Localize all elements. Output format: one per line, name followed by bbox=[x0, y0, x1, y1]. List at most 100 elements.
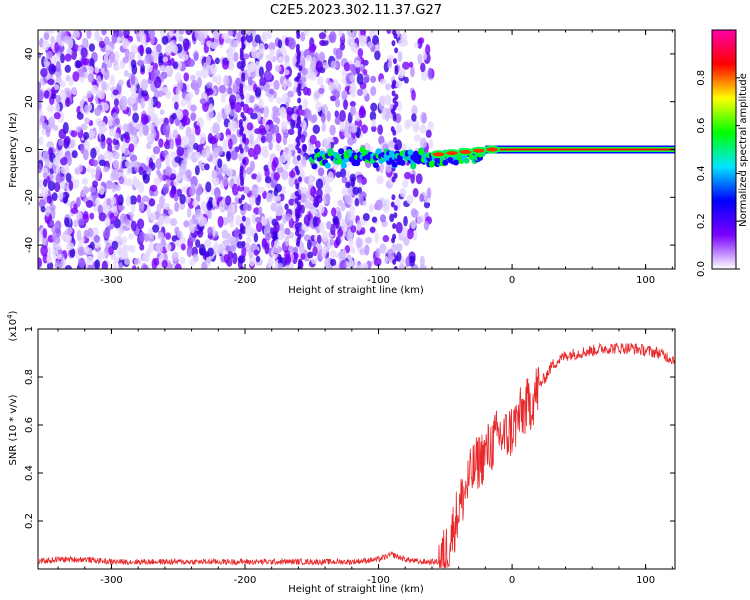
snr-multiplier-close: ) bbox=[8, 310, 19, 314]
spectrogram-cell bbox=[245, 236, 252, 244]
spectrogram-cell bbox=[226, 50, 234, 62]
spectrogram-cell bbox=[101, 260, 108, 269]
spectrogram-cell bbox=[258, 43, 265, 55]
spectrogram-cell bbox=[68, 77, 74, 87]
spectrogram-cell bbox=[112, 89, 119, 96]
spectrogram-signal-cell bbox=[407, 149, 414, 156]
spectrogram-cell bbox=[38, 90, 44, 102]
spectrogram-cell bbox=[360, 227, 366, 235]
spectrogram-cell bbox=[337, 228, 344, 238]
spectrogram-cell bbox=[171, 251, 179, 263]
spectrogram-cell bbox=[298, 244, 305, 254]
spectrogram-cell bbox=[421, 112, 427, 124]
spectrogram-cell bbox=[131, 203, 136, 213]
spectrogram-cell bbox=[360, 30, 366, 37]
spectrogram-cell bbox=[375, 248, 381, 259]
spectrogram-cell bbox=[330, 223, 336, 236]
spectrogram-cell bbox=[200, 67, 209, 79]
spectrogram-stripe-cell bbox=[298, 104, 303, 111]
spectrogram-cell bbox=[315, 178, 324, 190]
spectrogram-stripe-cell bbox=[392, 136, 397, 143]
spectrogram-cell bbox=[399, 68, 406, 77]
spectrogram-cell bbox=[79, 190, 87, 198]
spectrogram-cell bbox=[307, 144, 314, 156]
spectrogram-stripe-cell bbox=[241, 43, 246, 50]
spectrogram-cell bbox=[81, 177, 89, 186]
spectrogram-cell bbox=[101, 30, 107, 36]
spectrogram-cell bbox=[129, 154, 138, 162]
spectrogram-cell bbox=[212, 197, 217, 207]
spectrogram-stripe-cell bbox=[390, 201, 395, 208]
spectrogram-cell bbox=[263, 43, 269, 50]
spectrogram-cell bbox=[427, 67, 433, 80]
spectrogram-cell bbox=[340, 202, 346, 212]
spectrogram-cell bbox=[302, 98, 308, 109]
spectrogram-cell bbox=[82, 149, 89, 161]
spectrogram-cell bbox=[246, 84, 255, 92]
spectrogram-cell bbox=[411, 89, 416, 101]
spectrogram-cell bbox=[173, 193, 179, 202]
spectrogram-cell bbox=[369, 226, 376, 233]
snr-chart: -300 -200 -100 0 100 0.2 0.4 0.6 0.8 1 Height of … bbox=[6, 310, 676, 595]
spectrogram-cell bbox=[341, 69, 348, 78]
spectrogram-cell bbox=[326, 263, 332, 269]
spectrogram-cell bbox=[189, 186, 196, 197]
spectrogram-cell bbox=[98, 185, 105, 196]
spectrogram-cell bbox=[283, 69, 290, 76]
spectrogram-cell bbox=[316, 234, 322, 245]
spectrogram-cell bbox=[130, 220, 137, 232]
spectrogram-cell bbox=[329, 238, 335, 246]
spectrogram-cell bbox=[268, 88, 275, 95]
spectrogram-cell bbox=[272, 230, 278, 241]
spectrogram-cell bbox=[107, 115, 114, 127]
spectrogram-cell bbox=[277, 256, 283, 266]
spectrogram-stripe-cell bbox=[298, 258, 303, 265]
spectrogram-stripe-cell bbox=[241, 72, 246, 79]
spectrogram-cell bbox=[84, 104, 90, 115]
spectrogram-cell bbox=[251, 212, 257, 224]
spectrogram-cell bbox=[50, 56, 57, 65]
spectrogram-cell bbox=[38, 107, 43, 117]
spectrogram-cell bbox=[350, 225, 357, 233]
spectrogram-cell bbox=[221, 229, 229, 240]
spectrogram-cell bbox=[158, 138, 164, 148]
spectrogram-cell bbox=[73, 30, 81, 39]
carrier-segment bbox=[430, 150, 447, 159]
spectrogram-cell bbox=[150, 114, 158, 123]
spectrogram-cell bbox=[47, 180, 56, 192]
spectrogram-cell bbox=[351, 260, 358, 269]
spectrogram-cell bbox=[123, 70, 129, 77]
spectrogram-cell bbox=[374, 232, 380, 244]
spectrogram-cell bbox=[350, 42, 359, 53]
spectrogram-cell bbox=[130, 85, 137, 93]
spectrogram-cell bbox=[262, 31, 267, 40]
spectrogram-cell bbox=[411, 209, 419, 218]
spectrogram-cell bbox=[315, 60, 323, 73]
spectrogram-cell bbox=[360, 124, 368, 134]
spectrogram-cell bbox=[387, 54, 395, 62]
spectrogram-cell bbox=[304, 199, 311, 209]
spectrogram-cell bbox=[290, 118, 296, 130]
spectrogram-cell bbox=[321, 122, 326, 133]
spectrogram-cell bbox=[93, 234, 100, 243]
spectrogram-cell bbox=[387, 60, 393, 69]
colorbar-tick-label: 0.2 bbox=[696, 213, 707, 229]
spectrogram-cell bbox=[275, 117, 281, 125]
spectrogram-xtick-label: 100 bbox=[636, 275, 655, 286]
spectrogram-cell bbox=[362, 212, 370, 222]
spectrogram-cell bbox=[136, 218, 145, 230]
spectrogram-cell bbox=[343, 126, 351, 138]
spectrogram-cell bbox=[281, 185, 286, 196]
spectrogram-cell bbox=[125, 178, 133, 187]
spectrogram-cell bbox=[416, 215, 423, 224]
spectrogram-cell bbox=[226, 211, 235, 224]
spectrogram-cell bbox=[328, 81, 335, 92]
spectrogram-stripe-cell bbox=[239, 83, 244, 90]
spectrogram-cell bbox=[410, 219, 417, 230]
spectrogram-stripe-cell bbox=[238, 144, 243, 151]
spectrogram-cell bbox=[46, 195, 53, 204]
spectrogram-cell bbox=[412, 187, 419, 198]
spectrogram-cell bbox=[38, 102, 42, 109]
spectrogram-cell bbox=[234, 101, 242, 113]
spectrogram-cell bbox=[183, 220, 190, 228]
